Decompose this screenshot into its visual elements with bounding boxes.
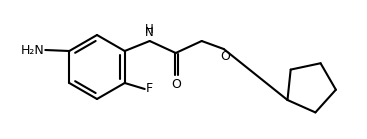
Text: O: O <box>171 78 181 91</box>
Text: H: H <box>145 23 154 36</box>
Text: F: F <box>146 83 153 95</box>
Text: N: N <box>145 26 154 39</box>
Text: O: O <box>220 50 230 63</box>
Text: H₂N: H₂N <box>21 44 44 56</box>
